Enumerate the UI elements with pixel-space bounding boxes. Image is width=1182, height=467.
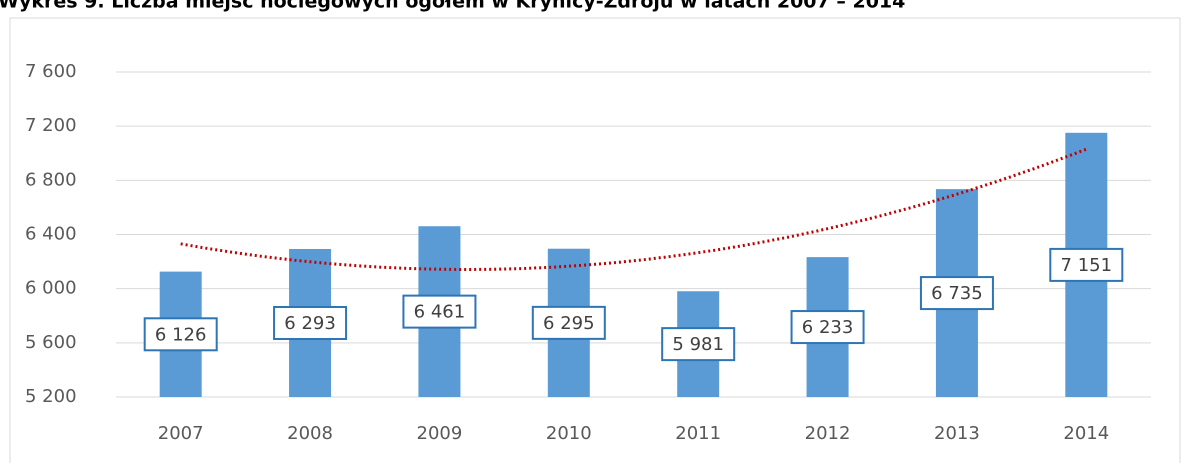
data-label-box: [531, 305, 606, 340]
y-tick-label: 6 800: [25, 169, 77, 190]
data-label-box: [143, 317, 218, 352]
y-tick-label: 7 200: [25, 115, 77, 136]
data-label-box: [1049, 247, 1124, 282]
x-tick-label: 2011: [675, 423, 721, 444]
y-tick-label: 5 600: [25, 332, 77, 353]
y-tick-label: 6 000: [25, 278, 77, 299]
y-tick-label: 7 600: [25, 61, 77, 82]
data-label: 7 151: [1061, 255, 1113, 276]
data-label-box: [661, 327, 736, 362]
y-tick-label: 5 200: [25, 386, 77, 407]
chart-title: Wykres 9. Liczba miejsc noclegowych ogół…: [0, 0, 905, 13]
data-label: 6 735: [931, 283, 983, 304]
x-tick-label: 2008: [287, 423, 333, 444]
x-tick-label: 2013: [934, 423, 980, 444]
data-label: 6 233: [802, 317, 854, 338]
data-label-box: [919, 276, 994, 311]
data-label: 6 461: [414, 302, 466, 323]
data-label: 6 295: [543, 313, 595, 334]
x-tick-label: 2012: [805, 423, 851, 444]
chart-border: [9, 17, 1181, 467]
data-label-box: [790, 310, 865, 345]
data-label: 5 981: [672, 334, 724, 355]
x-tick-label: 2007: [158, 423, 204, 444]
data-label-box: [273, 305, 348, 340]
x-tick-label: 2014: [1063, 423, 1109, 444]
y-tick-label: 6 400: [25, 224, 77, 245]
data-label: 6 293: [284, 313, 336, 334]
x-tick-label: 2010: [546, 423, 592, 444]
data-label: 6 126: [155, 324, 207, 345]
data-label-box: [402, 294, 477, 329]
x-tick-label: 2009: [417, 423, 463, 444]
